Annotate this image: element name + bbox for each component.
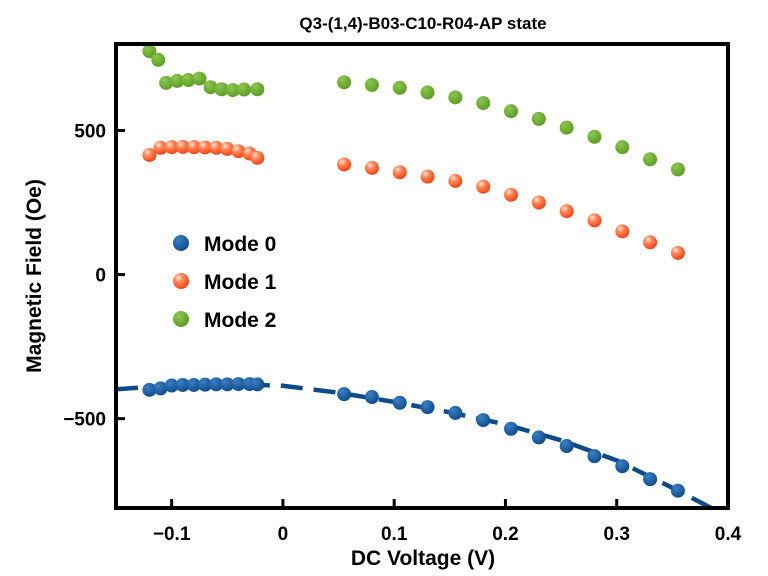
mode-0-point	[186, 377, 201, 392]
mode-0-point	[476, 413, 491, 428]
mode-0-point	[198, 377, 213, 392]
mode-1-point	[531, 195, 546, 210]
fit-layer	[115, 381, 713, 510]
mode-1-point	[476, 179, 491, 194]
mode-0-point	[209, 377, 224, 392]
mode-1-point	[220, 141, 235, 156]
mode-0-point	[142, 382, 157, 397]
mode-2-point	[225, 83, 240, 98]
mode-2-point	[142, 44, 157, 59]
mode-2-point	[159, 75, 174, 90]
mode-2-point	[364, 77, 379, 92]
mode-2-point	[670, 162, 685, 177]
x-tick-label: 0.1	[381, 524, 408, 545]
mode-1-point	[142, 147, 157, 162]
x-tick-label: 0.3	[604, 524, 630, 545]
mode-1-point	[231, 144, 246, 159]
mode-1-point	[250, 150, 265, 165]
y-tick-label: −500	[63, 410, 106, 431]
mode-1-point	[209, 140, 224, 155]
mode-0-point	[670, 483, 685, 498]
mode-1-point	[670, 245, 685, 260]
mode-1-point	[559, 204, 574, 219]
x-tick-label: 0.2	[492, 524, 518, 545]
mode-0-point	[643, 472, 658, 487]
x-tick-label: 0	[278, 524, 289, 545]
legend-label-mode-0: Mode 0	[204, 233, 276, 256]
mode-2-point	[531, 111, 546, 126]
mode-1-point	[175, 139, 190, 154]
mode-0-point	[587, 449, 602, 464]
mode-2-point	[559, 120, 574, 135]
mode-2-point	[337, 75, 352, 90]
mode-0-point	[337, 387, 352, 402]
mode-0-point	[220, 377, 235, 392]
mode-1-point	[587, 213, 602, 228]
mode-2-point	[392, 80, 407, 95]
x-axis-ticks: −0.1 0 0.1 0.2 0.3 0.4	[153, 499, 742, 545]
mode-1-point	[448, 173, 463, 188]
mode-1-point	[643, 235, 658, 250]
mode-2-point	[203, 80, 218, 95]
mode-2-point	[448, 90, 463, 105]
mode-1-point	[392, 165, 407, 180]
mode-1-point	[186, 140, 201, 155]
mode-1-point	[153, 140, 168, 155]
mode-2-point	[192, 71, 207, 86]
mode-1-point	[504, 187, 519, 202]
mode-2-point	[420, 85, 435, 100]
legend-marker-mode-0	[173, 235, 189, 251]
chart-title: Q3-(1,4)-B03-C10-R04-AP state	[299, 14, 546, 33]
legend-label-mode-1: Mode 1	[204, 271, 277, 294]
legend-marker-mode-2	[173, 311, 189, 327]
points-layer	[142, 44, 685, 498]
mode-0-point	[231, 377, 246, 392]
mode-2-point	[214, 82, 229, 97]
mode-1-point	[364, 160, 379, 175]
mode-1-point	[615, 224, 630, 239]
mode-2-point	[151, 52, 166, 67]
mode-0-point	[175, 377, 190, 392]
mode-2-point	[170, 73, 185, 88]
mode-0-point	[364, 390, 379, 405]
mode-2-point	[587, 129, 602, 144]
legend: Mode 0 Mode 1 Mode 2	[173, 233, 277, 332]
mode-0-point	[250, 377, 265, 392]
mode-2-point	[236, 82, 251, 97]
legend-marker-mode-1	[173, 273, 189, 289]
mode-2-point	[181, 73, 196, 88]
mode-0-point	[504, 421, 519, 436]
mode-0-point	[420, 400, 435, 415]
mode-2-point	[504, 104, 519, 119]
y-tick-label: 0	[95, 266, 106, 287]
mode-2-point	[476, 96, 491, 111]
mode-0-point	[164, 378, 179, 393]
mode-0-point	[153, 381, 168, 396]
y-tick-label: 500	[74, 121, 106, 142]
mode-1-point	[164, 140, 179, 155]
y-axis-label: Magnetic Field (Oe)	[23, 179, 46, 373]
mode-0-fit-line	[115, 381, 713, 510]
x-tick-label: −0.1	[153, 524, 191, 545]
mode-2-point	[643, 152, 658, 167]
mode-1-point	[337, 157, 352, 172]
mode-1-point	[198, 140, 213, 155]
legend-label-mode-2: Mode 2	[204, 309, 276, 332]
mode-2-point	[250, 82, 265, 97]
x-tick-label: 0.4	[715, 524, 742, 545]
mode-2-point	[615, 140, 630, 155]
mode-0-point	[559, 439, 574, 454]
x-axis-label: DC Voltage (V)	[351, 547, 495, 570]
mode-0-point	[448, 405, 463, 420]
y-axis-ticks: −500 0 500	[63, 121, 125, 431]
mode-0-point	[392, 395, 407, 410]
mode-0-point	[531, 430, 546, 445]
mode-1-point	[420, 169, 435, 184]
mode-0-point	[615, 459, 630, 474]
